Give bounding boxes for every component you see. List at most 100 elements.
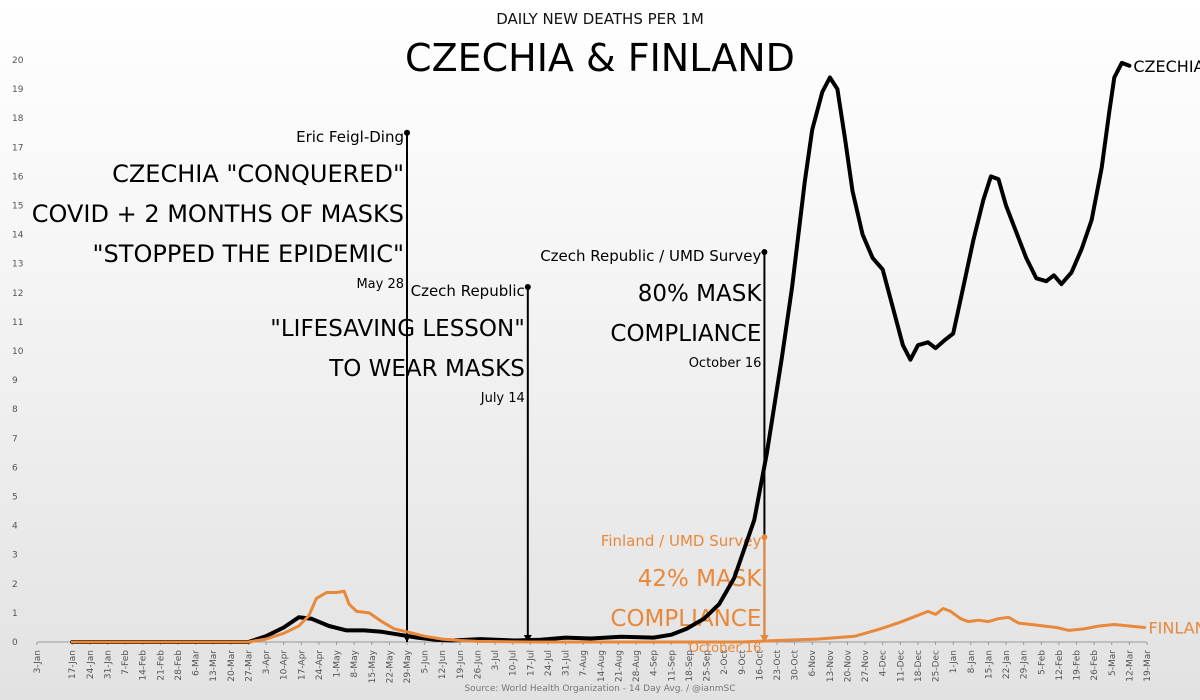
x-tick-label: 26-Feb [1090,650,1100,681]
y-tick-label: 4 [12,522,18,532]
x-tick-label: 5-Jun [421,650,431,674]
y-tick-label: 6 [12,463,18,473]
y-tick-label: 3 [12,551,18,561]
x-tick-label: 5-Mar [1108,650,1118,676]
x-tick-label: 2-Oct [720,650,730,675]
annotation-dot [404,129,410,136]
x-tick-label: 28-Aug [632,650,642,682]
y-tick-label: 14 [12,231,24,241]
x-tick-label: 28-Feb [174,650,184,681]
x-tick-label: 20-Nov [843,649,853,682]
annotation-text: TO WEAR MASKS [328,356,525,382]
x-tick-label: 14-Feb [139,650,149,681]
annotation-text: "LIFESAVING LESSON" [270,316,525,342]
annotation-text: July 14 [480,391,525,406]
x-tick-label: 7-Feb [121,650,131,675]
x-tick-label: 3-Jul [491,650,501,670]
y-tick-label: 16 [12,172,24,182]
x-tick-label: 4-Sep [650,650,660,676]
x-tick-label: 12-Jun [438,650,448,679]
annotation-text: May 28 [356,277,404,292]
annotation-text: October 16 [689,641,762,656]
x-tick-label: 24-Jul [544,650,554,676]
series-label-czechia: CZECHIA [1133,57,1200,76]
x-tick-label: 17-Jul [526,650,536,676]
x-tick-label: 17-Jan [68,650,78,679]
x-tick-label: 15-May [368,649,378,683]
source-caption: Source: World Health Organization - 14 D… [464,684,736,694]
x-tick-label: 3-Apr [262,650,272,675]
x-tick-label: 6-Mar [192,650,202,676]
y-tick-label: 7 [12,434,18,444]
y-tick-label: 11 [12,318,23,328]
y-tick-label: 17 [12,143,23,153]
x-tick-label: 1-May [333,649,343,677]
x-tick-label: 5-Feb [1037,650,1047,675]
x-tick-label: 20-Mar [227,650,237,682]
x-tick-label: 19-Feb [1073,650,1083,681]
y-tick-label: 18 [12,114,24,124]
x-tick-label: 23-Oct [773,650,783,681]
x-tick-label: 17-Apr [297,650,307,680]
x-tick-label: 12-Feb [1055,650,1065,681]
annotation-text: 80% MASK [638,281,763,307]
x-tick-label: 11-Dec [896,650,906,682]
x-tick-label: 30-Oct [791,650,801,681]
x-tick-label: 25-Dec [932,650,942,682]
annotation-text: COMPLIANCE [610,321,761,347]
x-tick-label: 6-Nov [808,649,818,676]
x-tick-label: 11-Sep [667,650,677,682]
x-tick-label: 9-Oct [738,650,748,675]
x-tick-label: 25-Sep [703,650,713,682]
y-tick-label: 5 [12,493,18,503]
annotation-text: Czech Republic / UMD Survey [540,247,761,265]
x-tick-label: 31-Jan [103,650,113,679]
x-tick-label: 31-Jul [562,650,572,676]
x-tick-label: 29-Jan [1020,650,1030,679]
series-label-finland: FINLAND [1148,618,1200,637]
y-tick-label: 19 [12,85,24,95]
annotation-text: "STOPPED THE EPIDEMIC" [93,240,404,268]
x-tick-label: 24-Jan [86,650,96,679]
x-tick-label: 21-Feb [156,650,166,681]
annotation-text: COVID + 2 MONTHS OF MASKS [32,200,404,228]
annotation-text: Czech Republic [411,282,525,300]
x-tick-label: 29-May [403,649,413,683]
x-tick-label: 16-Oct [755,650,765,681]
y-tick-label: 9 [12,376,18,386]
x-tick-label: 4-Dec [879,650,889,676]
x-tick-label: 13-Nov [826,649,836,682]
x-tick-label: 3-Jan [33,650,43,673]
chart-subtitle: DAILY NEW DEATHS PER 1M [496,10,704,28]
x-tick-label: 19-Jun [456,650,466,679]
x-tick-label: 12-Mar [1125,650,1135,682]
x-tick-label: 14-Aug [597,650,607,682]
x-tick-label: 15-Jan [984,650,994,679]
annotation-text: October 16 [689,356,762,371]
x-tick-label: 21-Aug [614,650,624,682]
annotation-text: CZECHIA "CONQUERED" [112,160,404,188]
x-tick-label: 18-Sep [685,650,695,682]
x-tick-label: 19-Mar [1143,650,1153,682]
x-tick-label: 7-Aug [579,650,589,676]
annotation-dot [761,249,768,256]
x-tick-label: 27-Mar [244,650,254,682]
annotation-0: Eric Feigl-Ding CZECHIA "CONQUERED" COVID … [32,128,411,642]
series-line-czechia [70,60,1132,644]
x-tick-label: 10-Apr [280,650,290,680]
x-tick-label: 18-Dec [914,650,924,682]
annotation-dot [761,534,768,541]
y-tick-label: 12 [12,289,23,299]
x-tick-label: 1-Jan [949,650,959,673]
x-tick-label: 22-Jan [1002,650,1012,679]
annotation-text: Eric Feigl-Ding [296,128,404,146]
y-tick-label: 0 [12,638,18,648]
annotation-2: Czech Republic / UMD Survey 80% MASK COMPL… [540,247,769,642]
annotation-arrowhead [760,635,769,642]
annotation-text: 42% MASK [638,566,763,592]
annotation-dot [524,283,531,290]
y-tick-label: 1 [12,609,18,619]
x-tick-label: 8-May [350,649,360,677]
